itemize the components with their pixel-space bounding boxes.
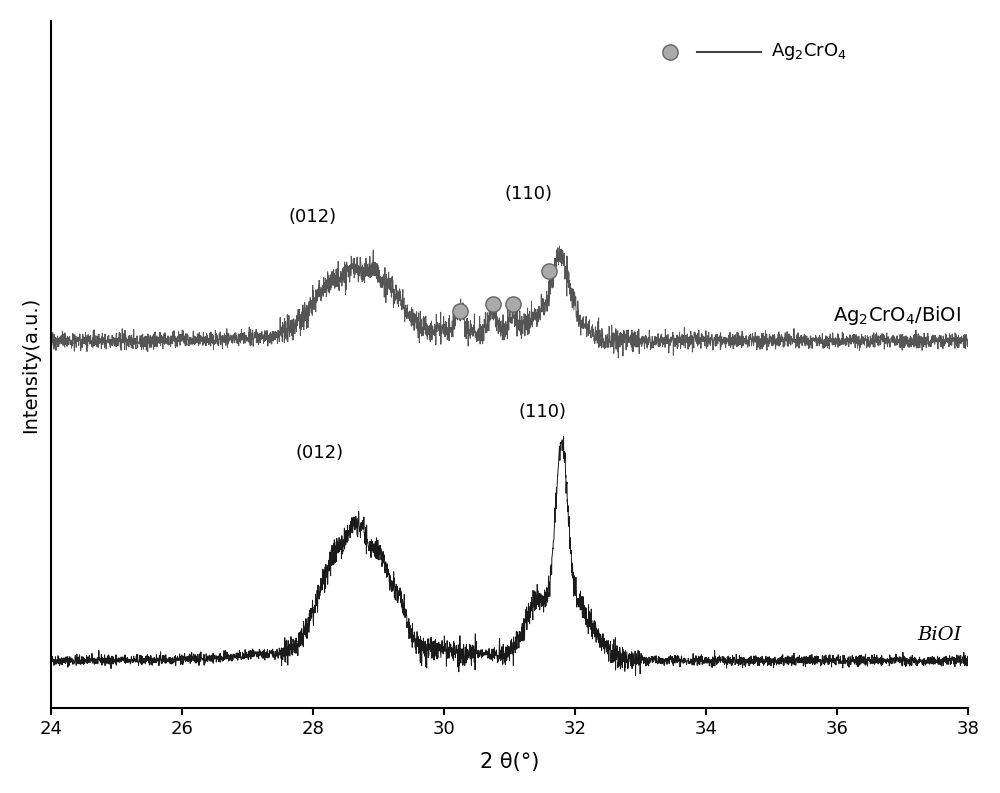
X-axis label: 2 θ(°): 2 θ(°): [480, 753, 539, 772]
Text: (110): (110): [518, 403, 566, 420]
Text: (012): (012): [295, 444, 343, 462]
Text: $\mathrm{Ag_2CrO_4/BiOI}$: $\mathrm{Ag_2CrO_4/BiOI}$: [833, 304, 961, 327]
Y-axis label: Intensity(a.u.): Intensity(a.u.): [21, 297, 40, 433]
Text: (012): (012): [289, 208, 337, 225]
Text: BiOI: BiOI: [917, 626, 961, 644]
Text: (110): (110): [505, 185, 553, 203]
Text: $\mathrm{Ag_2CrO_4}$: $\mathrm{Ag_2CrO_4}$: [771, 41, 847, 63]
